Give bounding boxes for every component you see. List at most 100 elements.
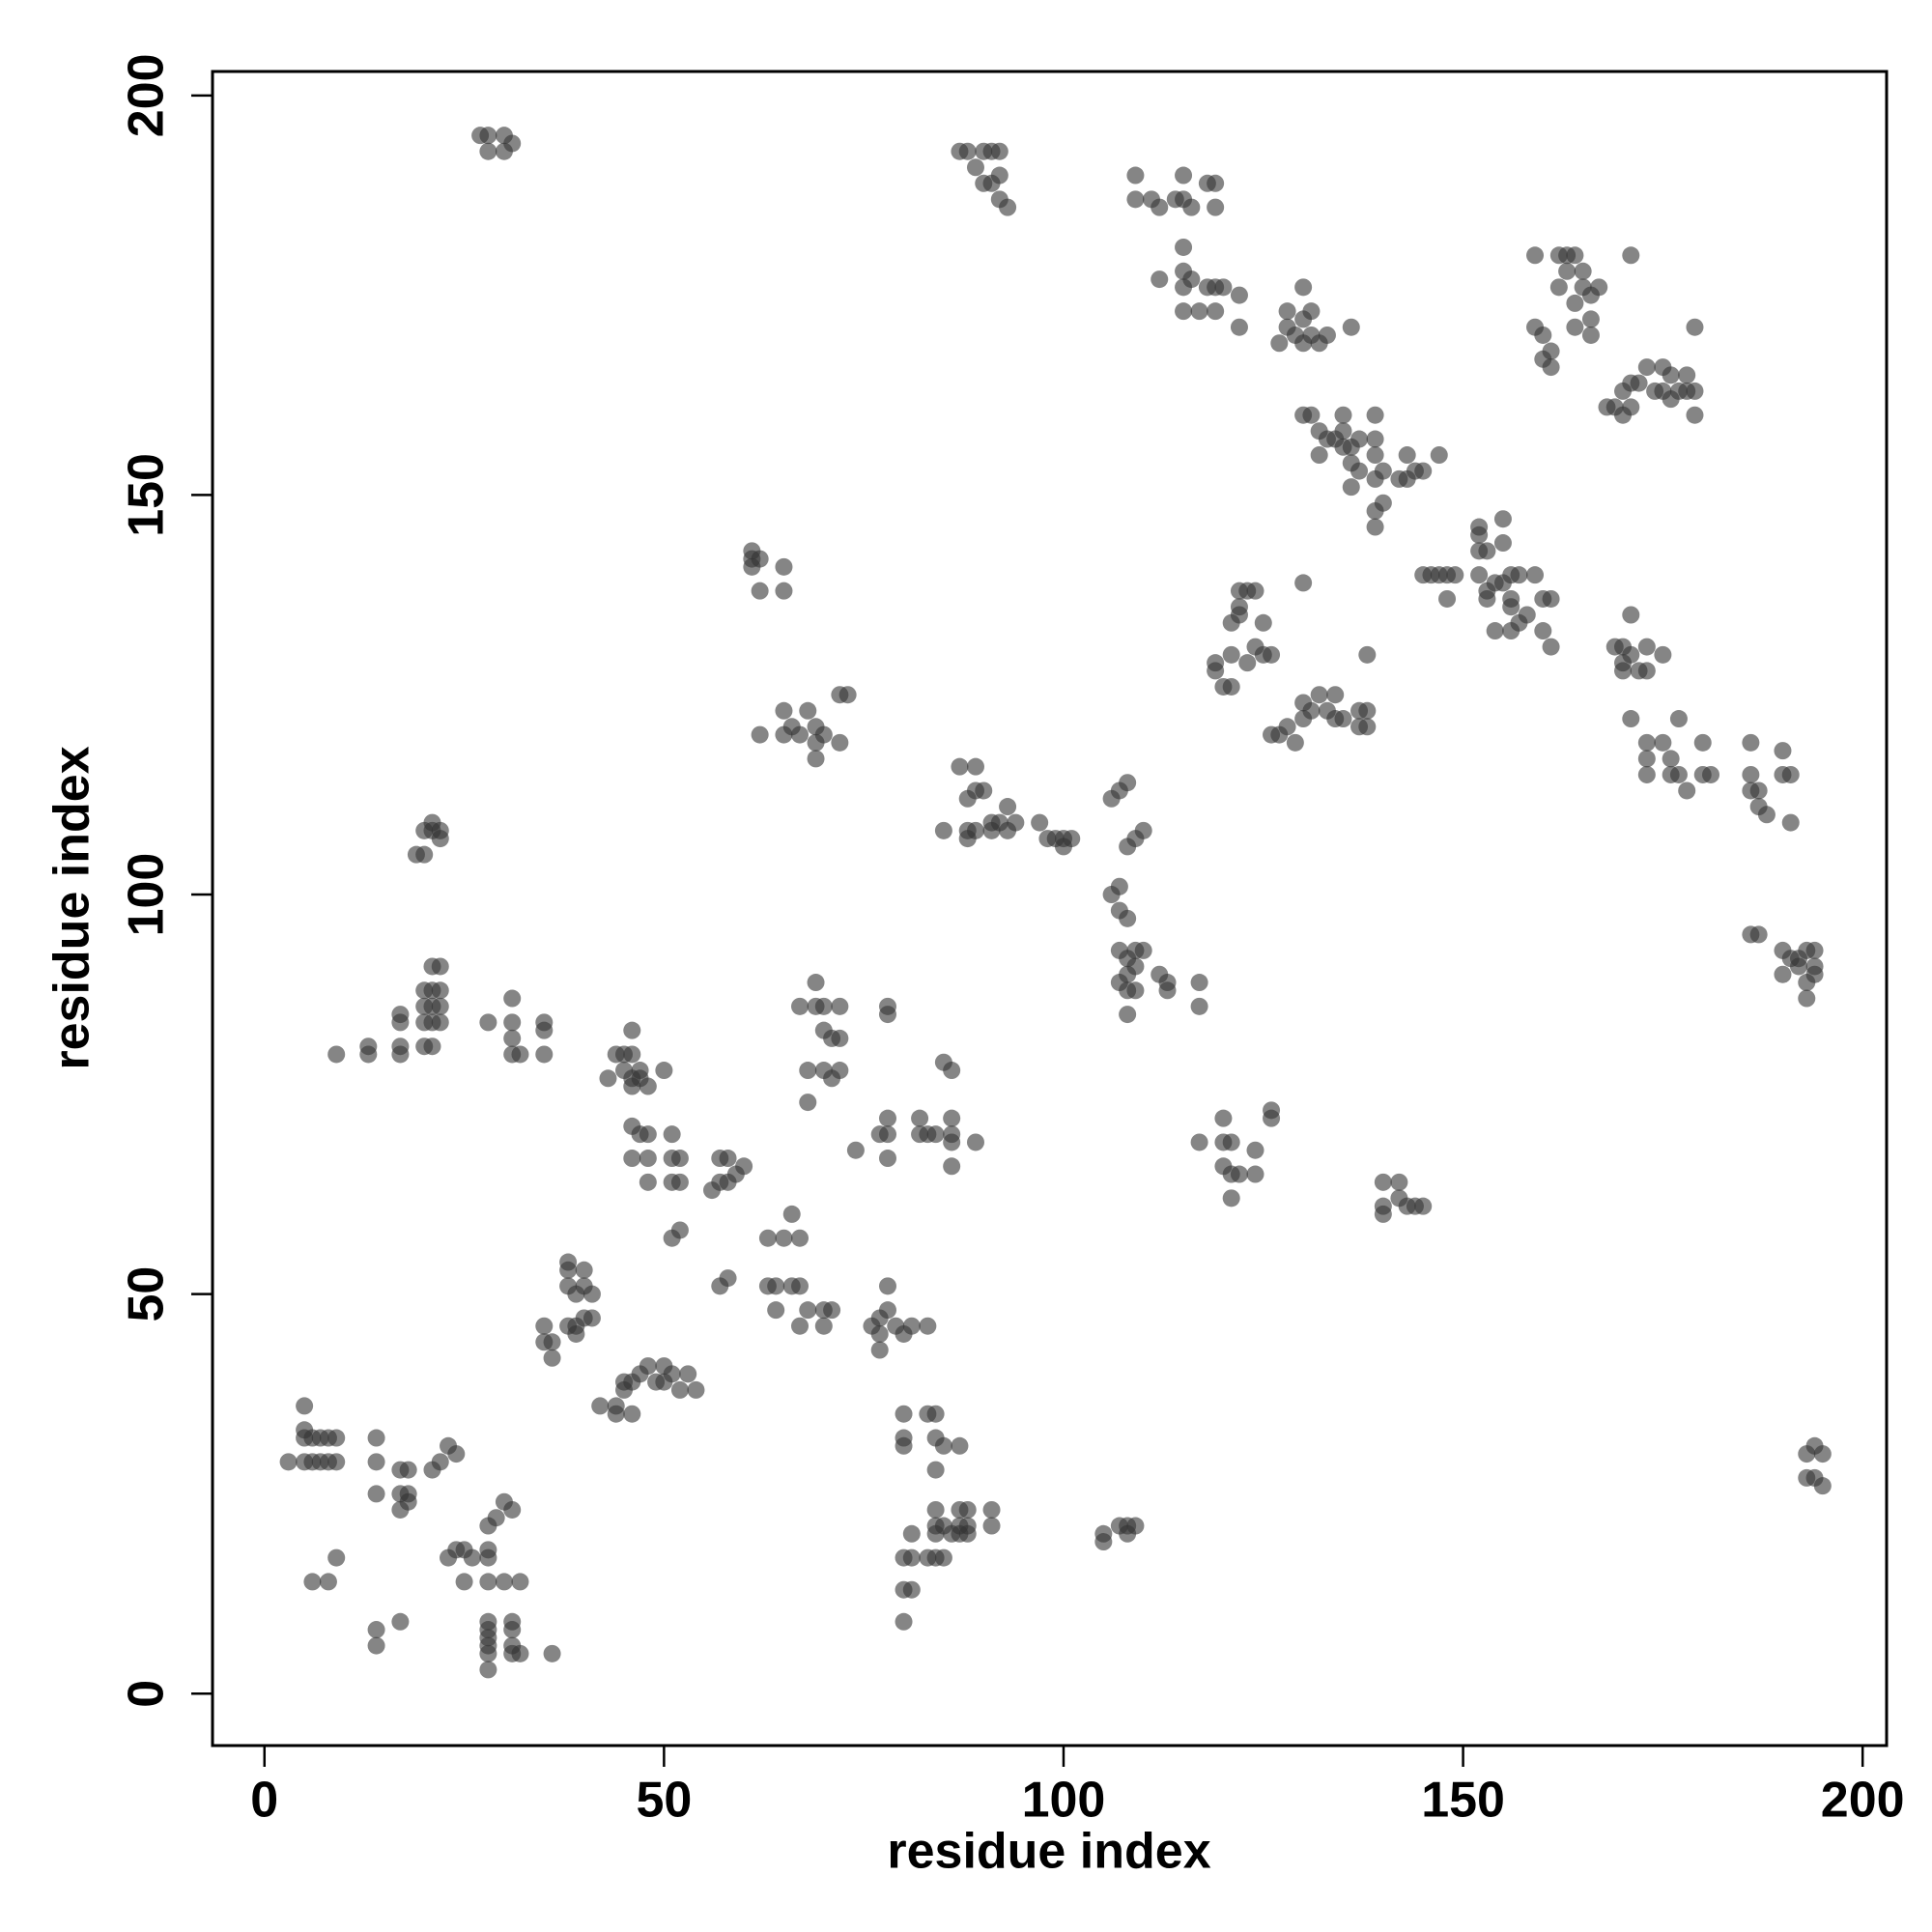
point <box>1310 686 1328 704</box>
point <box>902 1548 921 1567</box>
point <box>878 1109 896 1127</box>
point <box>1126 957 1145 976</box>
point <box>296 1421 314 1439</box>
point <box>767 1277 785 1295</box>
x-tick-label: 100 <box>1022 1773 1106 1829</box>
point <box>735 1157 753 1176</box>
point <box>807 750 825 768</box>
point <box>926 1405 945 1423</box>
point <box>895 1612 913 1631</box>
point <box>1470 518 1489 536</box>
point <box>751 582 769 600</box>
point <box>1637 750 1656 768</box>
point <box>663 1365 681 1383</box>
point <box>1390 1189 1408 1208</box>
point <box>503 1029 522 1047</box>
point <box>1230 318 1248 336</box>
point <box>1637 638 1656 656</box>
point <box>1805 965 1824 983</box>
point <box>1686 406 1704 424</box>
point <box>1742 733 1760 752</box>
point <box>1637 662 1656 680</box>
point <box>1182 270 1201 289</box>
plot-frame <box>211 70 1889 1747</box>
point <box>966 1133 984 1151</box>
point <box>1175 302 1193 321</box>
point <box>543 1333 561 1351</box>
point <box>982 1517 1001 1535</box>
point <box>503 1013 522 1032</box>
point <box>1190 974 1208 992</box>
point <box>319 1573 337 1591</box>
point <box>1326 686 1345 704</box>
point <box>1318 326 1336 344</box>
point <box>1358 718 1377 736</box>
point <box>639 1125 657 1144</box>
point <box>670 1173 689 1191</box>
point <box>1798 989 1816 1008</box>
point <box>447 1445 466 1463</box>
point <box>775 701 793 720</box>
point <box>1207 174 1225 192</box>
point <box>1662 366 1680 384</box>
point <box>911 1109 929 1127</box>
point <box>559 1261 578 1279</box>
point <box>1246 1165 1264 1183</box>
x-tick-label: 50 <box>636 1773 692 1829</box>
point <box>758 1229 777 1247</box>
point <box>367 1429 385 1447</box>
point <box>543 1349 561 1367</box>
point <box>1749 925 1768 944</box>
point <box>799 1301 817 1320</box>
point <box>934 1548 952 1567</box>
point <box>479 1661 497 1679</box>
point <box>503 989 522 1008</box>
point <box>431 1013 449 1032</box>
point <box>1175 238 1193 256</box>
point <box>919 1317 937 1335</box>
point <box>1398 446 1416 465</box>
point <box>599 1069 617 1088</box>
point <box>479 1573 497 1591</box>
point <box>670 1150 689 1168</box>
point <box>303 1573 322 1591</box>
point <box>1542 638 1560 656</box>
point <box>831 997 849 1015</box>
y-tick-label: 100 <box>119 853 175 937</box>
point <box>799 1062 817 1080</box>
point <box>831 733 849 752</box>
point <box>1478 542 1496 560</box>
y-tick-label: 50 <box>119 1266 175 1322</box>
point <box>878 1301 896 1320</box>
point <box>1302 701 1321 720</box>
point <box>367 1621 385 1639</box>
point <box>1510 566 1528 584</box>
x-tick-label: 150 <box>1421 1773 1505 1829</box>
point <box>1119 909 1137 927</box>
point <box>1134 821 1152 839</box>
point <box>1438 589 1457 608</box>
point <box>679 1365 697 1383</box>
point <box>479 1644 497 1662</box>
y-tick-label: 0 <box>119 1680 175 1708</box>
point <box>1207 198 1225 216</box>
point <box>966 757 984 776</box>
point <box>943 1062 961 1080</box>
point <box>1334 710 1352 728</box>
point <box>1151 270 1169 289</box>
point <box>1542 342 1560 360</box>
point <box>1502 598 1520 616</box>
point <box>479 142 497 160</box>
point <box>814 997 833 1015</box>
points <box>279 127 1832 1679</box>
point <box>719 1269 737 1288</box>
point <box>870 1324 889 1343</box>
point <box>990 142 1009 160</box>
point <box>878 1277 896 1295</box>
point <box>1566 294 1584 312</box>
point <box>1278 302 1296 321</box>
point <box>926 1125 945 1144</box>
point <box>1207 302 1225 321</box>
point <box>1781 813 1800 832</box>
point <box>1158 981 1177 1000</box>
